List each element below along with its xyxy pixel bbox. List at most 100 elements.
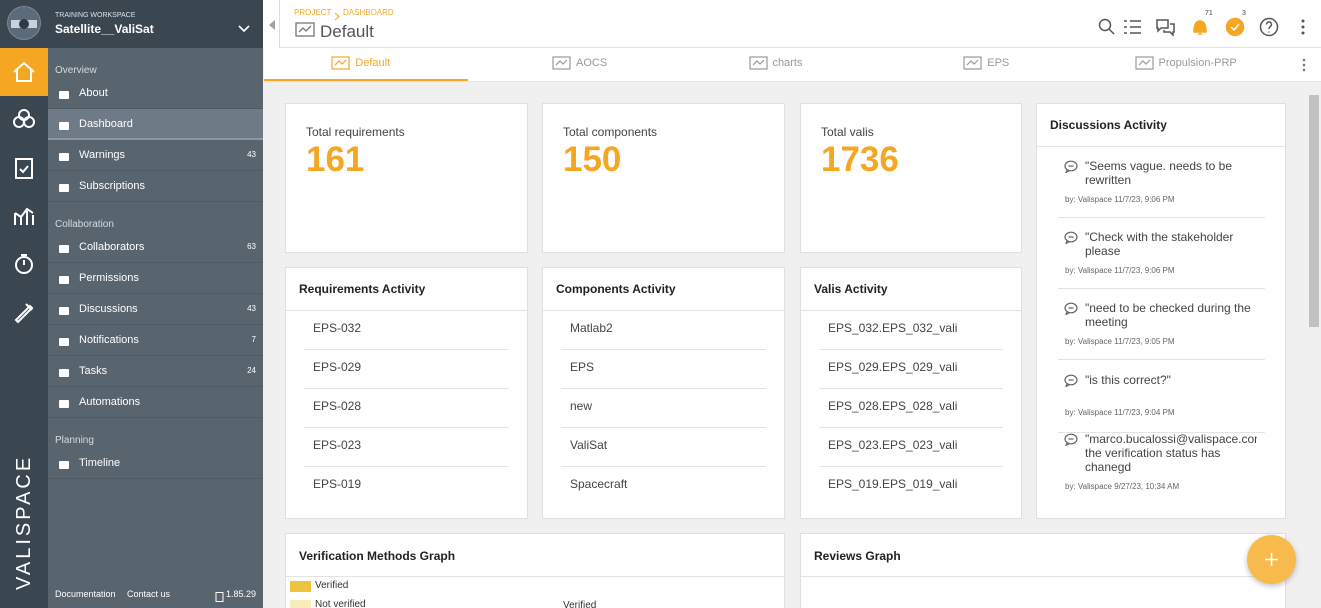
nav-item[interactable]: Discussions 43 (48, 294, 263, 325)
rail-icon[interactable] (12, 156, 36, 180)
tab-icon (331, 56, 350, 71)
nav-label: Collaborators (79, 241, 145, 253)
add-button[interactable] (1247, 535, 1296, 584)
activity-item[interactable]: EPS-019 (313, 477, 362, 491)
tab-kebab[interactable] (1301, 58, 1307, 72)
tab[interactable]: Default (331, 54, 401, 74)
card-divider (286, 576, 784, 577)
item-divider (561, 427, 766, 428)
toolbar-icon[interactable] (1225, 17, 1245, 37)
stat-value: 1736 (821, 140, 899, 179)
item-divider (819, 388, 1003, 389)
toolbar-icon[interactable] (1122, 17, 1142, 37)
home-button[interactable] (0, 48, 48, 96)
discussion-text[interactable]: "Check with the stakeholder please (1085, 230, 1234, 258)
activity-item[interactable]: EPS-029 (313, 360, 362, 374)
nav-item[interactable]: Notifications 7 (48, 325, 263, 356)
activity-item[interactable]: Matlab2 (570, 321, 613, 335)
activity-item[interactable]: EPS-023 (313, 438, 362, 452)
nav-item[interactable]: Collaborators 63 (48, 232, 263, 263)
toolbar-icon[interactable] (1097, 17, 1117, 37)
item-divider (561, 466, 766, 467)
activity-item[interactable]: EPS_019.EPS_019_vali (828, 477, 958, 491)
workspace-dropdown[interactable] (238, 20, 250, 33)
card: Requirements Activity EPS-032 EPS-029 EPS-0… (285, 267, 528, 519)
item-divider (1058, 359, 1265, 360)
card: Valis Activity EPS_032.EPS_032_vali EPS_02… (800, 267, 1022, 519)
stat-label: Total requirements (306, 125, 405, 139)
legend-swatch (290, 581, 311, 592)
card: Components Activity Matlab2 EPS new ValiSat S… (542, 267, 785, 519)
discussion-text[interactable]: "is this correct?" (1085, 373, 1171, 387)
activity-item[interactable]: ValiSat (570, 438, 608, 452)
topbar (280, 0, 1321, 48)
comment-icon (1064, 302, 1078, 316)
rail-icon[interactable] (12, 252, 36, 276)
rail-icon[interactable] (12, 300, 36, 324)
activity-item[interactable]: EPS-028 (313, 399, 362, 413)
activity-item[interactable]: EPS_029.EPS_029_vali (828, 360, 958, 374)
brand: VALISPACE (13, 454, 35, 590)
breadcrumb-dashboard[interactable]: DASHBOARD (343, 8, 394, 17)
tab-icon (1134, 56, 1154, 71)
workspace-name: Satellite__ValiSat (55, 22, 154, 36)
collapse-arrow (268, 17, 276, 30)
rail-icon[interactable] (12, 108, 36, 132)
item-divider (304, 349, 509, 350)
activity-item[interactable]: Spacecraft (570, 477, 628, 491)
tabbar (264, 48, 1321, 82)
nav-icon (58, 119, 70, 131)
activity-item[interactable]: EPS_032.EPS_032_vali (828, 321, 958, 335)
contact-link[interactable]: Contact us (127, 589, 171, 599)
tab[interactable]: charts (748, 54, 812, 74)
doc-link[interactable]: Documentation (55, 589, 116, 599)
tab[interactable]: AOCS (552, 54, 607, 74)
nav-label: Notifications (79, 334, 139, 346)
tab[interactable]: Propulsion-PRP (1134, 54, 1250, 74)
nav-item[interactable]: Automations (48, 387, 263, 418)
nav-item[interactable]: About (48, 78, 263, 109)
card-title: Verification Methods Graph (299, 549, 456, 563)
activity-item[interactable]: EPS_028.EPS_028_vali (828, 399, 958, 413)
tab[interactable]: EPS (963, 54, 1010, 74)
nav-count: 43 (247, 304, 256, 313)
card-divider (801, 576, 1285, 577)
item-divider (304, 388, 509, 389)
discussion-text[interactable]: "need to be checked during the meeting (1085, 301, 1251, 329)
activity-item[interactable]: new (570, 399, 593, 413)
card-divider (801, 310, 1021, 311)
discussion-text[interactable]: "marco.bucalossi@valispace.com the verif… (1085, 432, 1257, 474)
nav-item[interactable]: Permissions (48, 263, 263, 294)
nav-icon (58, 242, 70, 254)
nav-item[interactable]: Warnings 43 (48, 140, 263, 171)
rail-icon[interactable] (12, 204, 36, 228)
page-title: Default (320, 22, 374, 41)
toolbar-icon[interactable] (1155, 17, 1175, 37)
discussion-text[interactable]: "Seems vague. needs to be rewritten (1085, 159, 1233, 187)
activity-item[interactable]: EPS (570, 360, 595, 374)
card-divider (1037, 146, 1285, 147)
activity-item[interactable]: EPS-032 (313, 321, 362, 335)
nav-item[interactable]: Subscriptions (48, 171, 263, 202)
tab-label: Propulsion-PRP (1158, 57, 1237, 69)
tab-label: EPS (987, 57, 1010, 69)
nav-count: 63 (247, 242, 256, 251)
activity-item[interactable]: EPS_023.EPS_023_vali (828, 438, 958, 452)
nav-icon (58, 458, 70, 470)
breadcrumb-project[interactable]: PROJECT (294, 8, 332, 17)
scroll-thumb[interactable] (1309, 95, 1319, 327)
comment-icon (1064, 231, 1078, 245)
avatar[interactable] (7, 6, 41, 40)
toolbar-icon[interactable] (1259, 17, 1279, 37)
nav-item[interactable]: Dashboard (48, 109, 263, 140)
menu-kebab[interactable] (1300, 19, 1306, 35)
stat-label: Total valis (821, 125, 874, 139)
card: Total valis 1736 (800, 103, 1022, 253)
toolbar-icon[interactable] (1190, 17, 1210, 37)
nav-count: 24 (247, 366, 256, 375)
nav-icon (58, 150, 70, 162)
nav-item[interactable]: Timeline (48, 448, 263, 479)
nav-item[interactable]: Tasks 24 (48, 356, 263, 387)
discussion-meta: by: Valispace 11/7/23, 9:06 PM (1065, 195, 1175, 204)
